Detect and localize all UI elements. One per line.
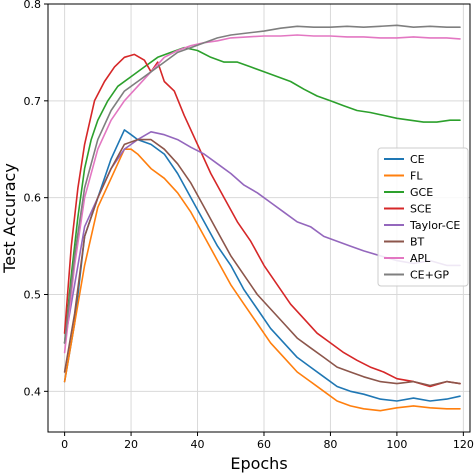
axis-ticks: 0 20 40 60 80 100 120 0.4 0.5 0.6 0.7 0.8 [24, 0, 474, 451]
x-tick-label: 80 [323, 438, 337, 451]
x-tick-label: 20 [124, 438, 138, 451]
x-tick-label: 100 [386, 438, 407, 451]
legend-label: CE+GP [410, 269, 449, 282]
series-line-gce [63, 46, 461, 344]
series-lines [63, 24, 461, 412]
x-axis-label: Epochs [230, 454, 287, 473]
x-tick-label: 0 [61, 438, 68, 451]
legend-label: BT [410, 236, 425, 249]
legend-label: SCE [410, 203, 432, 216]
series-line-sce [63, 53, 461, 388]
series-line-ce [63, 129, 461, 402]
y-tick-label: 0.5 [24, 288, 42, 301]
plot-frame [47, 3, 471, 433]
series-line-ce-gp [63, 24, 461, 344]
legend-label: GCE [410, 186, 433, 199]
y-axis-label: Test Accuracy [0, 163, 19, 274]
y-tick-label: 0.4 [24, 385, 42, 398]
x-tick-label: 120 [453, 438, 474, 451]
y-tick-label: 0.6 [24, 192, 42, 205]
y-tick-label: 0.7 [24, 95, 42, 108]
legend: CE FL GCE SCE Taylor-CE BT APL CE+GP [377, 147, 469, 287]
y-tick-label: 0.8 [24, 0, 42, 11]
legend-box [377, 147, 469, 287]
legend-label: Taylor-CE [409, 219, 460, 232]
legend-label: APL [410, 252, 431, 265]
x-tick-label: 60 [257, 438, 271, 451]
series-line-bt [63, 138, 461, 387]
x-tick-label: 40 [191, 438, 205, 451]
legend-label: FL [410, 170, 423, 183]
series-line-apl [63, 34, 461, 354]
legend-label: CE [410, 153, 425, 166]
